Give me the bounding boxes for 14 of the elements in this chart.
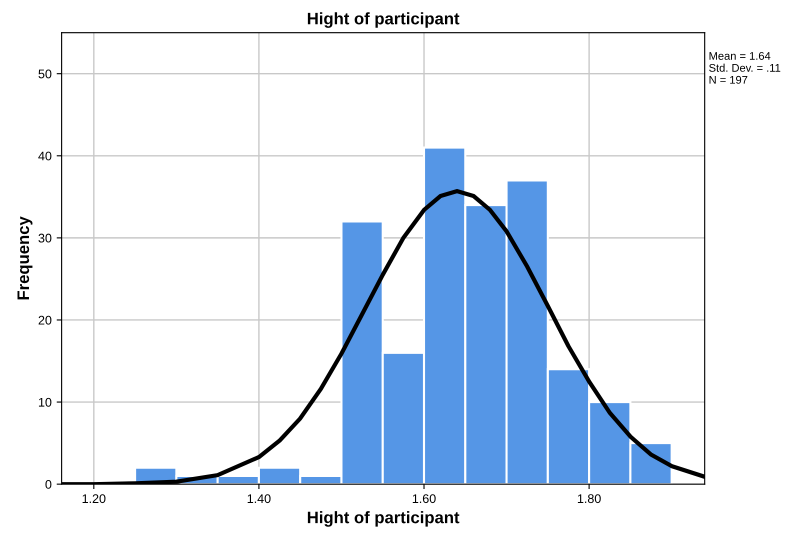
y-tick-label: 50 [38,69,52,78]
y-tick-label: 0 [45,480,52,489]
y-axis-title: Frequency [18,216,32,300]
x-tick-label: 1.80 [578,494,601,504]
chart-title: Hight of participant [308,12,460,28]
x-tick-label: 1.20 [82,494,106,504]
y-tick-label: 20 [38,316,52,325]
y-tick-label: 30 [38,234,52,243]
y-tick-label: 10 [38,398,52,407]
x-tick-label: 1.60 [412,494,436,504]
text: Mean = 1.64 Std. Dev. = .11 N = 197 [709,52,780,84]
y-tick-label: 40 [38,152,52,160]
x-axis-title: Hight of participant [308,511,460,527]
x-tick-label: 1.40 [248,494,271,504]
